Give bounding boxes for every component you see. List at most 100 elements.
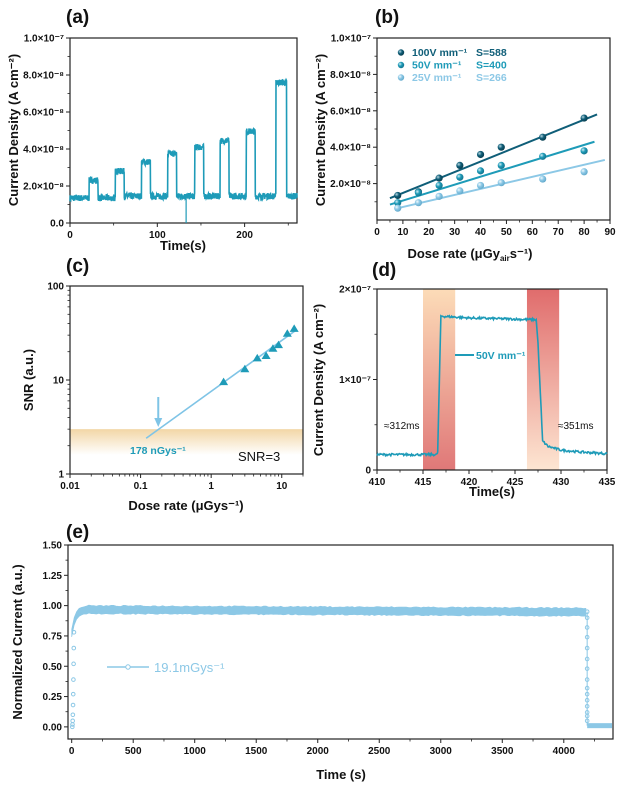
x-tick-label: 40: [475, 227, 487, 238]
data-point: [476, 150, 485, 159]
y-tick-label: 1×10⁻⁷: [339, 375, 371, 386]
threshold-band: [70, 429, 303, 455]
detection-arrow-head: [154, 418, 163, 427]
x-tick-label: 0: [69, 746, 75, 757]
data-point: [584, 677, 590, 682]
panel-b-xlabel-tail: s⁻¹): [510, 246, 533, 261]
data-point: [70, 712, 76, 718]
x-tick-label: 415: [415, 477, 432, 488]
data-point: [394, 204, 402, 212]
detection-limit-label: 178 nGys⁻¹: [130, 445, 186, 457]
x-tick-label: 3000: [430, 746, 453, 757]
x-tick-label: 3500: [491, 746, 514, 757]
panel-a-letter: (a): [66, 7, 89, 28]
y-tick-label: 1.50: [43, 541, 63, 552]
plot-frame: [67, 544, 614, 740]
y-tick-label: 2.0×10⁻⁸: [330, 179, 371, 190]
panel-b-xlabel: Dose rate (μGyairs⁻¹): [407, 246, 532, 263]
y-tick-label: 0.00: [43, 722, 63, 733]
data-point: [584, 645, 590, 651]
plot-frame: [376, 288, 608, 471]
y-tick-label: 10: [53, 376, 65, 387]
y-tick-label: 0.50: [43, 662, 63, 673]
legend-sensitivity: S=400: [476, 60, 507, 72]
panel-e-letter: (e): [66, 522, 89, 543]
data-point: [282, 329, 292, 337]
panel-c: 0.01 0.1 1 10 1 10 100 178 nGys⁻¹ SNR=3: [47, 282, 304, 492]
data-point: [261, 351, 271, 360]
x-tick-label: 1: [208, 481, 214, 492]
data-point: [70, 702, 76, 708]
data-point: [70, 722, 75, 727]
data-point: [435, 181, 443, 190]
legend-label: 25V mm⁻¹: [412, 72, 462, 84]
fall-time-label: ≈351ms: [558, 421, 594, 432]
data-point: [219, 377, 229, 386]
y-tick-label: 0.25: [43, 692, 63, 703]
legend-marker: [397, 49, 405, 56]
data-point: [584, 634, 590, 640]
data-point: [539, 133, 547, 141]
data-point: [456, 161, 464, 169]
y-tick-label: 2.0×10⁻⁸: [23, 182, 64, 193]
data-point: [584, 685, 590, 691]
data-point: [456, 173, 464, 181]
data-point: [414, 199, 423, 207]
panel-c-letter: (c): [66, 256, 89, 277]
y-tick-label: 1.00: [43, 601, 63, 612]
data-point: [70, 718, 75, 724]
x-tick-label: 0.01: [60, 481, 80, 492]
panel-a-ylabel: Current Density (A cm⁻²): [6, 54, 21, 206]
panel-c-ylabel: SNR (a.u.): [21, 349, 36, 411]
x-tick-label: 30: [449, 227, 461, 238]
legend-label: 50V mm⁻¹: [412, 60, 462, 72]
y-tick-label: 0.75: [43, 631, 63, 642]
fall-time-band: [526, 289, 560, 470]
legend-label: 50V mm⁻¹: [476, 350, 526, 362]
data-point: [240, 364, 250, 373]
x-tick-label: 1000: [184, 746, 207, 757]
y-tick-label: 8.0×10⁻⁸: [23, 71, 64, 82]
data-line: [376, 314, 608, 458]
data-point: [584, 656, 590, 662]
y-tick-label: 8.0×10⁻⁸: [330, 70, 371, 81]
panel-c-xlabel: Dose rate (μGys⁻¹): [128, 498, 243, 513]
data-point: [584, 718, 590, 724]
y-tick-label: 6.0×10⁻⁸: [23, 108, 64, 119]
legend-marker: [397, 61, 405, 69]
x-tick-label: 100: [149, 230, 166, 241]
data-point: [71, 677, 76, 682]
x-tick-label: 430: [553, 477, 570, 488]
data-point: [497, 161, 505, 169]
y-tick-label: 0: [365, 466, 371, 477]
data-point: [580, 168, 588, 176]
data-point: [497, 143, 505, 151]
x-tick-label: 10: [276, 481, 288, 492]
data-point: [584, 666, 590, 671]
x-tick-label: 70: [553, 227, 565, 238]
x-tick-label: 410: [369, 477, 386, 488]
data-point: [476, 167, 485, 175]
legend-marker: [397, 74, 405, 81]
x-tick-label: 4000: [553, 746, 576, 757]
data-point: [71, 661, 76, 667]
y-tick-label: 6.0×10⁻⁸: [330, 106, 371, 117]
legend-label: 100V mm⁻¹: [412, 47, 468, 59]
y-tick-label: 1: [58, 470, 64, 481]
data-point: [435, 174, 443, 182]
data-point: [394, 191, 402, 200]
x-tick-label: 50: [501, 227, 513, 238]
panel-d-ylabel: Current Density (A cm⁻²): [311, 304, 326, 456]
data-point: [497, 179, 505, 187]
x-tick-label: 80: [579, 227, 591, 238]
panel-b-xlabel-sub: air: [500, 254, 510, 263]
panel-e: 0 500 1000 1500 2000 2500 3000 3500 4000 0.00 0.25…: [43, 541, 614, 757]
panel-e-ylabel: Normalized Current (a.u.): [10, 564, 25, 719]
data-line: [69, 77, 298, 203]
x-tick-label: 2000: [307, 746, 330, 757]
legend-marker: [125, 664, 131, 670]
plateau-trace: [71, 604, 587, 638]
x-tick-label: 90: [604, 227, 616, 238]
x-tick-label: 200: [236, 230, 253, 241]
legend-label: 19.1mGys⁻¹: [154, 660, 225, 675]
